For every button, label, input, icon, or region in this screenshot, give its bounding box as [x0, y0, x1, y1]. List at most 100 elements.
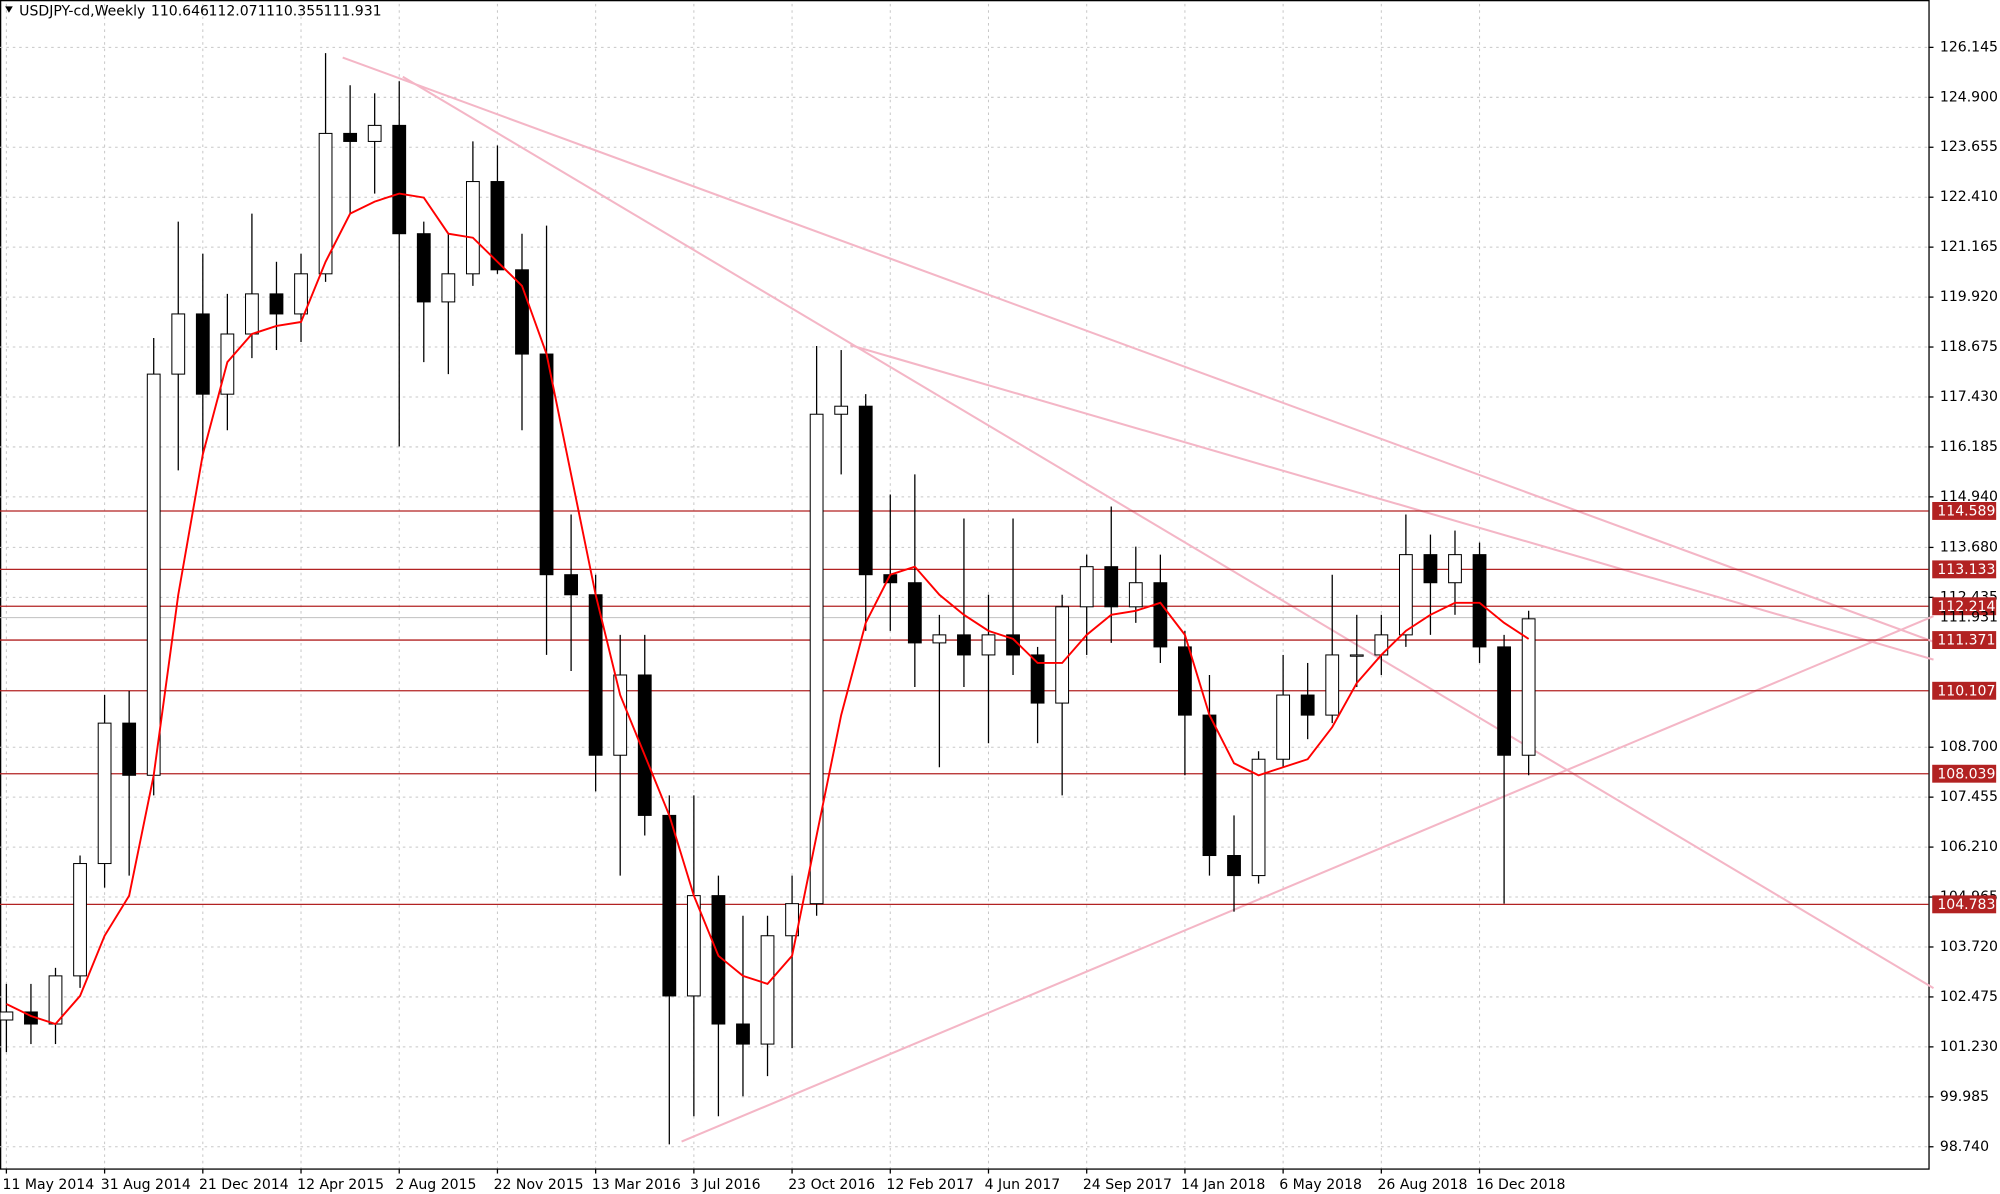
candle-body: [367, 124, 382, 142]
y-tick-label: 123.655: [1940, 139, 1998, 155]
candle-body: [637, 674, 652, 816]
candle-body: [1448, 554, 1462, 584]
candle-body: [662, 814, 677, 997]
trendline: [402, 75, 1935, 990]
candle-body: [146, 373, 161, 776]
y-tick-label: 101.230: [1940, 1039, 1998, 1055]
x-tick-label: 11 May 2014: [3, 1177, 95, 1193]
level-label-box: [1932, 560, 1997, 579]
x-tick-label: 16 Dec 2018: [1476, 1177, 1566, 1193]
x-tick-label: 23 Oct 2016: [788, 1177, 875, 1193]
candle-body: [1153, 582, 1168, 648]
candle-body: [97, 722, 112, 865]
candle-body: [0, 1011, 14, 1021]
level-label: 112.214: [1937, 599, 1995, 615]
x-tick-label: 21 Dec 2014: [199, 1177, 289, 1193]
candle-body: [760, 935, 775, 1045]
y-tick-label: 126.145: [1940, 39, 1998, 55]
y-tick-label: 124.900: [1940, 89, 1998, 105]
y-tick-label: 118.675: [1940, 339, 1998, 355]
x-tick-label: 22 Nov 2015: [494, 1177, 584, 1193]
header-open: 110.646: [151, 4, 209, 20]
level-label-box: [1932, 681, 1997, 700]
y-tick-label: 99.985: [1940, 1089, 1989, 1105]
candle-body: [1178, 646, 1192, 716]
candle-body: [613, 674, 628, 756]
level-label: 113.133: [1937, 562, 1995, 578]
level-label: 104.783: [1937, 897, 1995, 913]
trendline: [850, 344, 1934, 661]
candle-body: [539, 353, 554, 576]
candle-body: [1472, 554, 1487, 648]
plot-frame: [0, 0, 1930, 1170]
candle-body: [564, 574, 579, 596]
level-label: 110.107: [1937, 683, 1995, 699]
level-label-box: [1932, 895, 1997, 914]
y-tick-label: 108.700: [1940, 739, 1998, 755]
candle-body: [48, 975, 63, 1025]
candle-body: [858, 405, 873, 576]
header-symbol: USDJPY-cd,Weekly: [19, 4, 145, 20]
candle-body: [343, 132, 358, 142]
candle-body: [171, 313, 186, 375]
level-label-box: [1932, 764, 1997, 783]
y-tick-label: 114.940: [1940, 489, 1998, 505]
level-label-box: [1932, 502, 1997, 520]
candle-body: [1104, 566, 1119, 608]
menu-arrow[interactable]: [5, 6, 13, 13]
x-tick-label: 31 Aug 2014: [101, 1177, 191, 1193]
candle-body: [1398, 554, 1413, 636]
candle-body: [392, 124, 407, 235]
x-tick-label: 24 Sep 2017: [1083, 1177, 1172, 1193]
header-low: 110.355: [266, 4, 324, 20]
candle-body: [686, 895, 701, 997]
x-tick-label: 6 May 2018: [1279, 1177, 1362, 1193]
candle-body: [195, 313, 210, 395]
level-label: 114.589: [1937, 504, 1995, 520]
candle-body: [981, 634, 996, 656]
x-tick-label: 26 Aug 2018: [1377, 1177, 1467, 1193]
x-tick-label: 12 Apr 2015: [297, 1177, 384, 1193]
candle-body: [269, 293, 284, 315]
trendlines: [342, 56, 1935, 1143]
candle-body: [736, 1023, 750, 1045]
y-tick-label: 98.740: [1940, 1139, 1989, 1155]
candle-body: [73, 863, 87, 977]
candle-body: [1030, 654, 1045, 704]
y-tick-label: 119.920: [1940, 289, 1998, 305]
y-tick-label: 117.430: [1940, 389, 1998, 405]
x-tick-label: 13 Mar 2016: [592, 1177, 681, 1193]
y-tick-label: 116.185: [1940, 439, 1998, 455]
candle-body: [1227, 855, 1241, 877]
header-close: 111.931: [324, 4, 382, 20]
candle-body: [1497, 646, 1511, 756]
y-tick-label: 122.410: [1940, 189, 1998, 205]
candle-body: [465, 181, 480, 275]
candle-body: [1349, 654, 1364, 657]
candle-body: [294, 273, 308, 315]
candle-body: [318, 132, 333, 275]
y-tick-label: 106.210: [1940, 839, 1998, 855]
candle-body: [1325, 654, 1340, 716]
moving-average-line: [5, 192, 1530, 1026]
candle-body: [1374, 634, 1389, 656]
candle-body: [957, 634, 971, 656]
candle-body: [1251, 758, 1266, 877]
x-tick-label: 3 Jul 2016: [690, 1177, 761, 1193]
candle-body: [1521, 618, 1536, 756]
y-tick-label: 121.165: [1940, 239, 1998, 255]
candle-body: [416, 233, 431, 303]
x-tick-label: 4 Jun 2017: [985, 1177, 1061, 1193]
candle-body: [1276, 694, 1291, 760]
candle-body: [1128, 582, 1143, 608]
candle-body: [441, 273, 456, 303]
last-price-label: 111.931: [1940, 610, 1998, 626]
candle-body: [1423, 554, 1438, 584]
trendline: [681, 615, 1934, 1143]
candle-body: [245, 293, 259, 335]
candle-body: [1300, 694, 1315, 716]
candle-body: [588, 594, 603, 756]
candle-body: [834, 405, 849, 415]
